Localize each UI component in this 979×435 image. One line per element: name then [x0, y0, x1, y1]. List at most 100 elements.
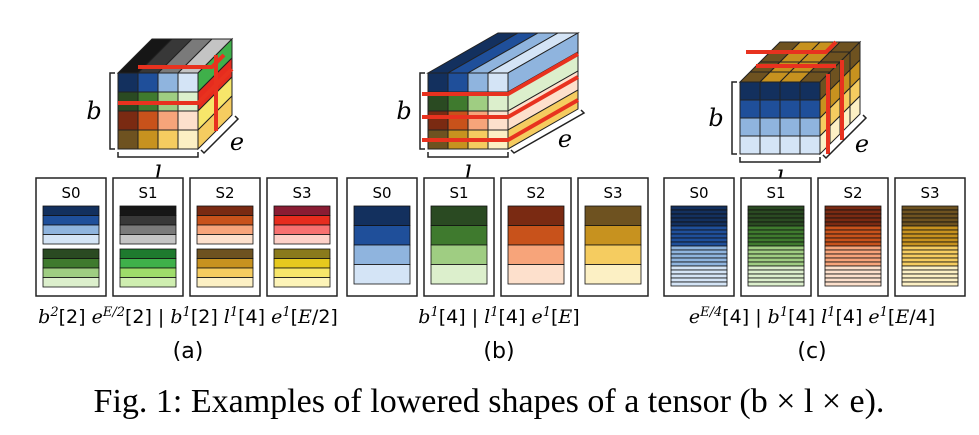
- stage-stripe: [507, 244, 565, 265]
- stage-stripe: [901, 209, 959, 215]
- stage-stripe: [507, 264, 565, 285]
- stage-label: S2: [215, 184, 234, 202]
- stage-label: S2: [843, 184, 862, 202]
- stage-stripe: [824, 241, 882, 247]
- stage-stripe: [901, 249, 959, 255]
- stage-stripe: [670, 265, 728, 271]
- cube-front-cell: [467, 72, 489, 93]
- stage-panels: S0 S1 S2 S3 S0 S1 S2 S3 S0 S1 S2 S3: [35, 177, 966, 297]
- stage-stripe: [901, 257, 959, 263]
- stage-stripe: [747, 217, 805, 223]
- cube-front-cell: [177, 72, 199, 93]
- stage-stripe: [901, 205, 959, 211]
- tensor-cubes: blebleble: [86, 32, 869, 194]
- stage-stripe: [747, 277, 805, 283]
- stage-stripe: [42, 248, 100, 259]
- panel-c-stage-2: S2: [817, 177, 889, 297]
- panel-a-stage-0: S0: [35, 177, 107, 297]
- stage-stripe: [824, 233, 882, 239]
- stage-label: S3: [292, 184, 311, 202]
- formula-a: b2[2] eE/2[2] | b1[2] l1[4] e1[E/2]: [38, 305, 338, 329]
- stage-stripe: [670, 281, 728, 287]
- stage-stripe: [42, 267, 100, 278]
- stage-stripe: [747, 221, 805, 227]
- stage-stripe: [670, 205, 728, 211]
- cube-front-cell: [117, 110, 139, 131]
- stage-stripe: [747, 257, 805, 263]
- cube-front-cell: [487, 72, 509, 93]
- stage-stripe: [670, 253, 728, 259]
- stage-stripe: [196, 277, 254, 288]
- stage-stripe: [42, 234, 100, 245]
- cube-front-cell: [779, 81, 801, 101]
- cube-slice-line: [422, 75, 579, 119]
- stage-label: S3: [603, 184, 622, 202]
- stage-stripe: [670, 237, 728, 243]
- stage-label: S0: [61, 184, 80, 202]
- stage-stripe: [353, 264, 411, 285]
- stage-stripe: [747, 205, 805, 211]
- stage-stripe: [670, 213, 728, 219]
- l-bracket: [427, 152, 509, 158]
- stage-stripe: [747, 265, 805, 271]
- stage-stripe: [42, 277, 100, 288]
- stage-stripe: [119, 277, 177, 288]
- stage-stripe: [353, 205, 411, 226]
- cube-front-cell: [157, 72, 179, 93]
- cube-front-cell: [759, 99, 781, 119]
- panel-b-stage-0: S0: [346, 177, 418, 297]
- tensor-cube-a: b l e: [86, 37, 244, 189]
- stage-stripe: [747, 261, 805, 267]
- stage-stripe: [584, 205, 642, 226]
- cube-front-cell: [447, 72, 469, 93]
- stage-stripe: [747, 253, 805, 259]
- panel-c-stage-0: S0: [663, 177, 735, 297]
- stage-stripe: [196, 205, 254, 216]
- cube-front-cell: [157, 129, 179, 150]
- cube-front-cell: [799, 81, 821, 101]
- stage-stripe: [747, 229, 805, 235]
- stage-label: S1: [138, 184, 157, 202]
- panel-b-stage-2: S2: [500, 177, 572, 297]
- stage-stripe: [747, 213, 805, 219]
- stage-stripe: [42, 224, 100, 235]
- stage-stripe: [273, 205, 331, 216]
- b-bracket: [731, 81, 737, 155]
- cube-slice-line: [138, 53, 226, 69]
- stage-stripe: [584, 244, 642, 265]
- stage-stripe: [273, 234, 331, 245]
- stage-stripe: [824, 269, 882, 275]
- stage-stripe: [824, 249, 882, 255]
- stage-stripe: [353, 225, 411, 246]
- stage-stripe: [273, 258, 331, 269]
- stage-label: S0: [372, 184, 391, 202]
- axis-label-b: b: [708, 104, 723, 132]
- stage-stripe: [670, 261, 728, 267]
- cube-slice-line: [118, 67, 234, 105]
- stage-stripe: [901, 253, 959, 259]
- cube-front-cell: [739, 135, 761, 155]
- cube-front-cell: [157, 110, 179, 131]
- stage-stripe: [196, 215, 254, 226]
- axis-label-e: e: [558, 125, 572, 153]
- axis-label-e: e: [230, 128, 244, 156]
- e-bracket: [200, 115, 240, 155]
- figure-caption: Fig. 1: Examples of lowered shapes of a …: [94, 383, 885, 420]
- stage-stripe: [196, 224, 254, 235]
- stage-stripe: [824, 225, 882, 231]
- stage-stripe: [273, 248, 331, 259]
- tensor-cube-b: b l e: [396, 32, 586, 189]
- stage-label: S3: [920, 184, 939, 202]
- stage-stripe: [747, 281, 805, 287]
- stage-stripe: [670, 241, 728, 247]
- stage-stripe: [901, 277, 959, 283]
- cube-front-cell: [739, 99, 761, 119]
- stage-stripe: [119, 234, 177, 245]
- cube-front-cell: [759, 117, 781, 137]
- stage-stripe: [824, 245, 882, 251]
- stage-stripe: [824, 217, 882, 223]
- panel-a-stage-2: S2: [189, 177, 261, 297]
- formulas: b2[2] eE/2[2] | b1[2] l1[4] e1[E/2] b1[4]…: [38, 305, 935, 329]
- formula-b: b1[4] | l1[4] e1[E]: [418, 305, 579, 329]
- stage-stripe: [196, 248, 254, 259]
